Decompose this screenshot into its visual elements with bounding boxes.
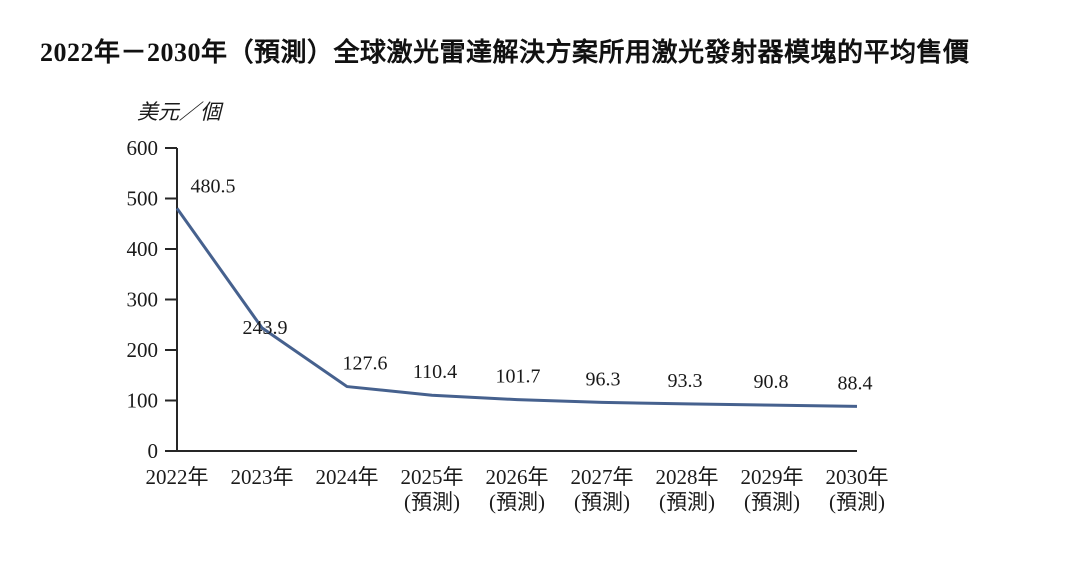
- chart-title: 2022年－2030年（預測）全球激光雷達解決方案所用激光發射器模塊的平均售價: [40, 38, 970, 67]
- y-tick-label: 300: [127, 288, 159, 312]
- x-tick-label: 2030年: [826, 465, 889, 489]
- x-tick-label: 2022年: [146, 465, 209, 489]
- data-label: 101.7: [496, 366, 541, 388]
- y-tick-label: 0: [148, 439, 159, 463]
- data-label: 96.3: [586, 368, 621, 390]
- x-tick-sublabel: (預測): [829, 490, 885, 514]
- price-line: [175, 207, 858, 408]
- x-tick-sublabel: (預測): [404, 490, 460, 514]
- data-label: 90.8: [754, 371, 789, 393]
- data-label: 88.4: [838, 372, 873, 394]
- y-tick-label: 100: [127, 389, 159, 413]
- x-tick-label: 2029年: [741, 465, 804, 489]
- data-label: 93.3: [668, 370, 703, 392]
- x-tick-label: 2027年: [571, 465, 634, 489]
- y-tick-label: 600: [127, 136, 159, 160]
- y-tick-label: 200: [127, 338, 159, 362]
- x-tick-sublabel: (預測): [744, 490, 800, 514]
- x-tick-label: 2026年: [486, 465, 549, 489]
- data-label: 243.9: [243, 317, 288, 339]
- data-label: 127.6: [343, 353, 388, 375]
- data-label: 110.4: [413, 361, 457, 383]
- y-tick-label: 500: [127, 187, 159, 211]
- x-tick-sublabel: (預測): [659, 490, 715, 514]
- x-tick-label: 2024年: [316, 465, 379, 489]
- x-tick-label: 2023年: [231, 465, 294, 489]
- x-tick-label: 2025年: [401, 465, 464, 489]
- y-axis-unit-label: 美元／個: [137, 100, 221, 124]
- x-tick-label: 2028年: [656, 465, 719, 489]
- x-tick-sublabel: (預測): [574, 490, 630, 514]
- x-tick-sublabel: (預測): [489, 490, 545, 514]
- y-tick-label: 400: [127, 237, 159, 261]
- data-label: 480.5: [191, 175, 236, 197]
